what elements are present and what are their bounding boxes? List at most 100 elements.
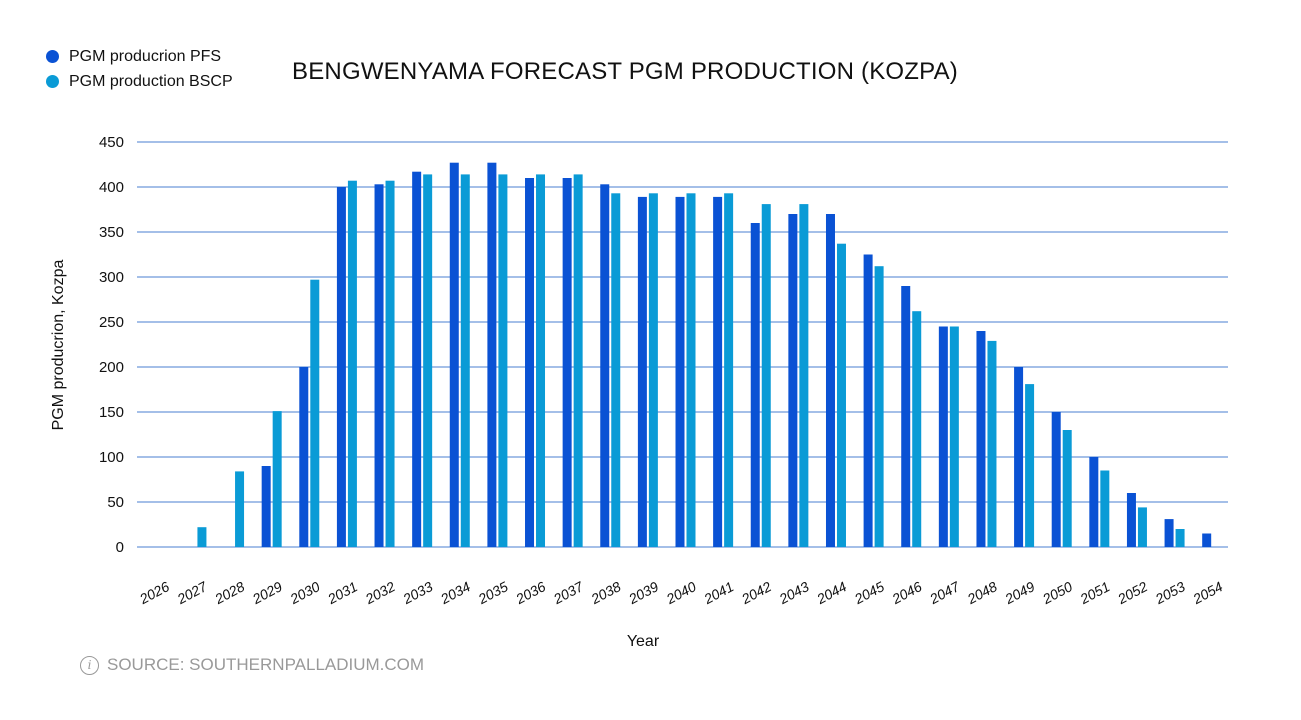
x-tick-label: 2053 [1152,578,1188,607]
bar-pfs-2037 [562,178,572,547]
legend-swatch-bscp [46,75,59,88]
chart-title: BENGWENYAMA FORECAST PGM PRODUCTION (KOZ… [292,58,958,85]
x-tick-label: 2047 [926,578,963,608]
legend-item-bscp: PGM production BSCP [46,69,233,94]
x-tick-label: 2043 [776,578,812,607]
y-tick-label: 350 [99,224,124,241]
bar-pfs-2032 [374,184,384,548]
x-tick-label: 2048 [964,578,1000,607]
x-tick-label: 2045 [851,578,887,607]
y-tick-label: 200 [99,359,124,376]
x-tick-label: 2036 [512,578,548,607]
y-tick-label: 250 [99,314,124,331]
info-icon: i [80,655,99,675]
x-tick-label: 2049 [1001,578,1037,607]
bar-pfs-2034 [449,162,459,547]
x-tick-label: 2054 [1189,578,1225,607]
source-note: i SOURCE: SOUTHERNPALLADIUM.COM [80,655,424,675]
x-tick-label: 2039 [625,578,661,607]
x-tick-label: 2028 [211,578,247,607]
bar-bscp-2029 [272,411,282,547]
bar-bscp-2037 [573,174,583,547]
y-tick-label: 450 [99,134,124,151]
bar-bscp-2030 [310,279,320,547]
bar-bscp-2031 [347,180,357,547]
bar-bscp-2039 [648,193,658,548]
y-tick-label: 100 [99,449,124,466]
x-tick-label: 2030 [287,578,323,607]
x-tick-label: 2042 [738,578,774,607]
x-tick-label: 2038 [588,578,624,607]
bar-pfs-2051 [1089,457,1099,547]
bar-bscp-2027 [197,527,207,547]
x-tick-label: 2041 [700,578,736,607]
bar-bscp-2043 [799,204,809,547]
bar-pfs-2029 [261,466,271,547]
bar-bscp-2042 [761,204,771,547]
bar-bscp-2033 [423,174,433,547]
bar-bscp-2044 [836,243,846,547]
bar-pfs-2046 [901,286,911,547]
legend: PGM producrion PFS PGM production BSCP [46,44,233,94]
legend-swatch-pfs [46,50,59,63]
bar-bscp-2049 [1025,384,1035,547]
x-tick-label: 2046 [888,578,924,607]
x-tick-label: 2050 [1039,578,1075,607]
bar-bscp-2051 [1100,470,1110,547]
bar-bscp-2035 [498,174,508,547]
bar-bscp-2048 [987,340,997,547]
bar-pfs-2036 [525,178,535,547]
x-tick-label: 2051 [1077,578,1113,607]
source-text: SOURCE: SOUTHERNPALLADIUM.COM [107,655,425,674]
x-tick-label: 2052 [1114,578,1150,607]
x-axis-label: Year [627,633,660,650]
bar-bscp-2040 [686,193,696,548]
x-tick-label: 2034 [437,578,473,607]
bar-pfs-2030 [299,367,309,547]
y-tick-label: 50 [107,494,124,511]
x-tick-label: 2035 [475,578,511,607]
bar-pfs-2054 [1202,533,1212,547]
bar-pfs-2043 [788,214,798,547]
bar-bscp-2036 [536,174,546,547]
bar-pfs-2040 [675,196,685,547]
legend-item-pfs: PGM producrion PFS [46,44,233,69]
x-tick-label: 2037 [550,578,587,608]
y-axis-label: PGM producrion, Kozpa [50,260,67,431]
bar-pfs-2033 [412,171,422,547]
bar-bscp-2047 [949,326,959,547]
bar-bscp-2046 [912,311,922,547]
x-tick-label: 2026 [136,578,172,607]
x-tick-label: 2044 [813,578,849,607]
bar-bscp-2032 [385,180,395,547]
legend-label-bscp: PGM production BSCP [69,73,233,90]
bar-bscp-2050 [1062,430,1072,547]
bar-bscp-2053 [1175,529,1185,547]
bar-bscp-2045 [874,266,884,547]
x-tick-label: 2032 [362,578,398,607]
bar-pfs-2053 [1164,519,1174,547]
x-tick-label: 2040 [663,578,699,607]
bar-bscp-2034 [460,174,470,547]
x-tick-label: 2033 [399,578,435,607]
bar-bscp-2038 [611,193,621,548]
bar-bscp-2052 [1137,507,1147,547]
bar-pfs-2039 [637,196,647,547]
bar-pfs-2031 [336,187,346,547]
x-tick-label: 2031 [324,578,360,607]
bar-pfs-2041 [713,196,723,547]
bar-pfs-2048 [976,331,986,547]
x-tick-label: 2027 [174,578,211,608]
bar-pfs-2035 [487,162,497,547]
bar-pfs-2045 [863,254,873,547]
y-tick-label: 150 [99,404,124,421]
x-tick-label: 2029 [249,578,285,607]
legend-label-pfs: PGM producrion PFS [69,48,222,65]
bar-pfs-2044 [825,214,835,547]
y-tick-label: 0 [116,539,124,556]
y-tick-label: 300 [99,269,124,286]
bar-pfs-2049 [1014,367,1024,547]
y-tick-label: 400 [99,179,124,196]
bar-bscp-2028 [235,471,245,547]
